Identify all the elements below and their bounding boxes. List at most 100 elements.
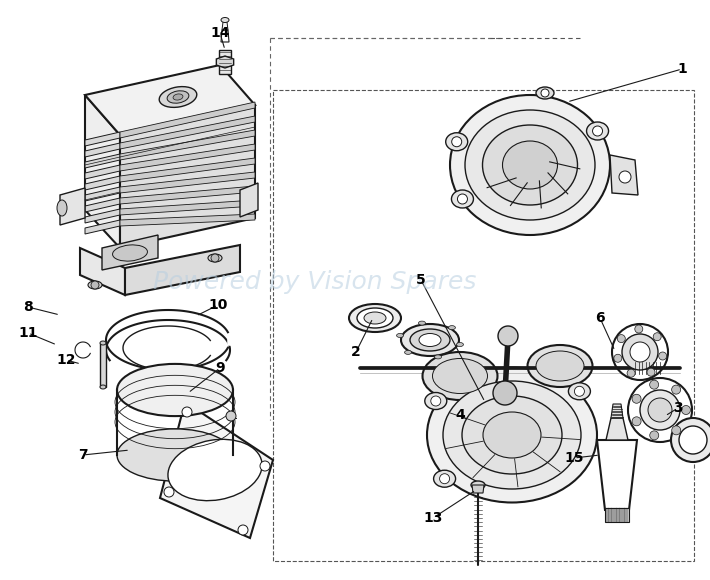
Polygon shape <box>120 186 255 204</box>
Ellipse shape <box>427 368 597 502</box>
Polygon shape <box>85 65 255 135</box>
Polygon shape <box>80 248 125 295</box>
Polygon shape <box>606 418 628 440</box>
Circle shape <box>653 333 661 340</box>
Polygon shape <box>240 183 258 217</box>
Ellipse shape <box>536 351 584 381</box>
Polygon shape <box>120 200 255 215</box>
Ellipse shape <box>221 17 229 23</box>
Circle shape <box>640 390 680 430</box>
Circle shape <box>619 171 631 183</box>
Circle shape <box>627 369 635 377</box>
Circle shape <box>431 396 441 406</box>
Text: 1: 1 <box>677 62 687 76</box>
Circle shape <box>617 335 626 343</box>
Circle shape <box>679 426 707 454</box>
Text: 5: 5 <box>416 273 426 287</box>
Circle shape <box>457 194 467 204</box>
Ellipse shape <box>173 94 183 100</box>
Ellipse shape <box>397 334 403 338</box>
Circle shape <box>226 411 236 421</box>
Ellipse shape <box>168 439 262 501</box>
Polygon shape <box>85 165 120 179</box>
Circle shape <box>238 525 248 535</box>
Circle shape <box>211 254 219 262</box>
Circle shape <box>614 354 622 362</box>
Ellipse shape <box>100 341 106 345</box>
Text: 4: 4 <box>455 408 465 422</box>
Text: 13: 13 <box>423 511 443 525</box>
Polygon shape <box>217 56 234 68</box>
Text: 14: 14 <box>210 26 230 40</box>
Polygon shape <box>222 22 228 30</box>
Polygon shape <box>85 132 120 146</box>
Ellipse shape <box>425 393 447 409</box>
Ellipse shape <box>208 254 222 262</box>
Ellipse shape <box>88 281 102 289</box>
Circle shape <box>648 398 672 422</box>
Circle shape <box>650 431 659 440</box>
Text: 15: 15 <box>564 451 584 465</box>
Ellipse shape <box>422 352 498 400</box>
Ellipse shape <box>443 381 581 489</box>
Circle shape <box>91 281 99 289</box>
Circle shape <box>671 418 710 462</box>
Ellipse shape <box>503 141 557 189</box>
Text: 6: 6 <box>595 311 605 325</box>
Polygon shape <box>219 50 231 74</box>
Text: 8: 8 <box>23 300 33 314</box>
Polygon shape <box>221 30 229 42</box>
Ellipse shape <box>410 329 450 351</box>
Circle shape <box>260 461 270 471</box>
Ellipse shape <box>57 200 67 216</box>
Text: 10: 10 <box>208 298 228 312</box>
Polygon shape <box>160 402 273 538</box>
Ellipse shape <box>432 358 488 393</box>
Ellipse shape <box>449 325 455 329</box>
Ellipse shape <box>357 308 393 328</box>
Polygon shape <box>60 188 85 225</box>
Polygon shape <box>120 172 255 193</box>
Polygon shape <box>85 220 120 234</box>
Ellipse shape <box>528 345 593 387</box>
Circle shape <box>612 324 668 380</box>
Polygon shape <box>120 214 255 226</box>
Ellipse shape <box>471 481 485 489</box>
Circle shape <box>628 378 692 442</box>
Circle shape <box>659 352 667 360</box>
Polygon shape <box>597 440 637 510</box>
Ellipse shape <box>536 87 554 99</box>
Ellipse shape <box>483 125 577 205</box>
Circle shape <box>647 368 655 376</box>
Circle shape <box>574 386 584 396</box>
Ellipse shape <box>405 350 412 354</box>
Ellipse shape <box>117 429 233 481</box>
Ellipse shape <box>465 110 595 220</box>
Circle shape <box>682 405 691 415</box>
Polygon shape <box>605 508 629 522</box>
Polygon shape <box>125 245 240 295</box>
Ellipse shape <box>446 133 468 151</box>
Polygon shape <box>120 102 255 138</box>
Ellipse shape <box>349 304 401 332</box>
Circle shape <box>452 137 462 147</box>
Polygon shape <box>85 95 120 248</box>
Circle shape <box>630 342 650 362</box>
Polygon shape <box>85 176 120 190</box>
Ellipse shape <box>418 321 425 325</box>
Circle shape <box>593 126 603 136</box>
Text: 9: 9 <box>215 361 225 375</box>
Circle shape <box>632 394 641 403</box>
Ellipse shape <box>100 385 106 389</box>
Polygon shape <box>120 144 255 171</box>
Circle shape <box>541 89 549 97</box>
Polygon shape <box>85 187 120 201</box>
Polygon shape <box>102 235 158 270</box>
Polygon shape <box>85 198 120 212</box>
Ellipse shape <box>586 122 608 140</box>
Ellipse shape <box>434 470 456 487</box>
Text: 3: 3 <box>673 401 683 415</box>
Ellipse shape <box>457 343 464 346</box>
Ellipse shape <box>569 383 591 400</box>
Polygon shape <box>120 116 255 149</box>
